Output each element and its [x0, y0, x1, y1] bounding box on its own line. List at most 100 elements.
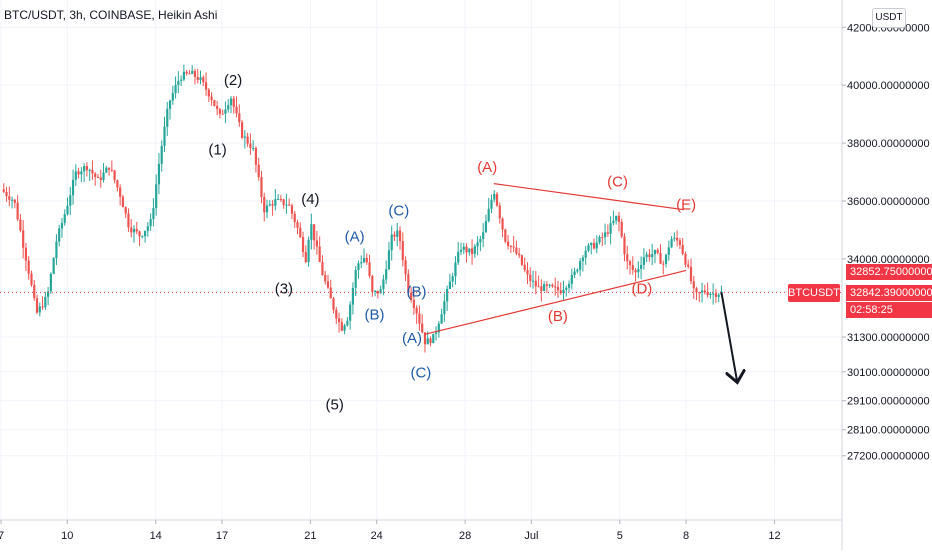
price-tick-label: 28100.00000000	[847, 425, 930, 437]
candle-body	[501, 218, 504, 230]
wave-label: (D)	[631, 281, 652, 298]
candle-body	[354, 269, 357, 288]
candle-body	[609, 223, 612, 234]
candle-body	[531, 280, 535, 282]
candle-body	[518, 253, 521, 256]
candle-body	[191, 70, 194, 74]
last-price-label: 32842.39000000	[846, 285, 932, 301]
candle-body	[27, 260, 30, 274]
time-tick-label: Jul	[524, 530, 538, 542]
candle-body	[545, 284, 548, 286]
candle-body	[340, 322, 343, 331]
candle-body	[249, 143, 252, 149]
candle-body	[185, 71, 188, 74]
candle-body	[709, 294, 712, 296]
candle-body	[368, 262, 371, 276]
candle-body	[44, 296, 47, 308]
candle-body	[717, 294, 720, 297]
candle-body	[631, 265, 634, 271]
triangle-trendline[interactable]	[425, 269, 687, 335]
currency-badge[interactable]: USDT	[872, 8, 906, 28]
candle-body	[551, 284, 554, 287]
candle-body	[149, 219, 152, 227]
candle-body	[207, 89, 210, 97]
candle-body	[238, 113, 241, 123]
candle-body	[498, 205, 501, 219]
triangle-trendline[interactable]	[493, 183, 684, 211]
candle-body	[315, 240, 318, 247]
candle-body	[570, 274, 573, 284]
candle-body	[379, 289, 382, 294]
candle-body	[576, 269, 579, 272]
candle-body	[55, 241, 58, 259]
candle-body	[96, 176, 100, 178]
candle-body	[592, 243, 596, 249]
candle-body	[567, 283, 571, 288]
candle-body	[232, 98, 235, 107]
candle-body	[121, 196, 125, 208]
candle-body	[421, 323, 424, 333]
candle-body	[706, 292, 709, 295]
candle-body	[299, 227, 302, 238]
candle-body	[689, 266, 693, 282]
candle-body	[548, 284, 551, 286]
candle-body	[66, 205, 69, 215]
candle-body	[603, 232, 607, 238]
candle-body	[5, 191, 8, 197]
candle-body	[138, 231, 141, 237]
candle-body	[310, 224, 313, 240]
price-tick-label: 31300.00000000	[847, 332, 930, 344]
wave-label: (1)	[208, 142, 226, 159]
candle-body	[457, 251, 460, 263]
candle-body	[534, 280, 537, 287]
candle-body	[434, 332, 438, 334]
candle-body	[362, 257, 366, 263]
candle-body	[8, 196, 11, 200]
candle-body	[30, 273, 33, 285]
candle-body	[274, 199, 277, 206]
candle-body	[476, 242, 479, 247]
candle-body	[684, 253, 687, 265]
wave-label: (B)	[406, 284, 426, 301]
candle-body	[193, 70, 197, 78]
wave-label: (C)	[607, 174, 628, 191]
time-tick-label: 21	[304, 530, 316, 542]
candle-body	[321, 261, 324, 275]
wave-label: (C)	[410, 365, 431, 382]
candle-body	[218, 109, 222, 114]
candle-body	[110, 169, 113, 171]
candle-body	[252, 147, 255, 149]
candle-body	[293, 213, 296, 223]
candle-body	[257, 164, 260, 178]
candle-body	[506, 241, 510, 246]
candle-body	[105, 167, 108, 173]
candle-body	[626, 254, 629, 262]
candle-body	[268, 204, 271, 206]
candle-body	[637, 268, 640, 273]
candle-body	[612, 220, 615, 224]
candle-body	[620, 221, 623, 237]
candle-body	[407, 274, 410, 293]
candle-body	[74, 171, 77, 180]
candle-body	[285, 204, 288, 206]
candle-body	[116, 180, 119, 188]
candle-body	[670, 239, 673, 248]
price-tick-label: 29100.00000000	[847, 396, 930, 408]
forecast-arrow[interactable]	[720, 292, 736, 380]
candle-body	[221, 113, 224, 115]
wave-label: (E)	[676, 197, 696, 214]
candle-body	[562, 289, 565, 294]
candle-body	[504, 229, 507, 242]
price-tick-label: 30100.00000000	[847, 367, 930, 379]
candle-body	[393, 234, 396, 237]
candle-body	[432, 333, 435, 344]
candle-body	[135, 229, 138, 232]
candle-body	[396, 230, 399, 237]
candle-body	[484, 221, 488, 233]
candle-body	[664, 254, 668, 264]
candle-body	[606, 232, 609, 234]
candle-body	[119, 187, 122, 197]
wave-label: (A)	[477, 159, 497, 176]
